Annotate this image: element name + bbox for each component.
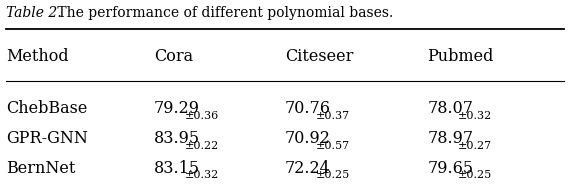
Text: 78.07: 78.07 (428, 100, 474, 117)
Text: ±0.25: ±0.25 (316, 170, 350, 180)
Text: Method: Method (6, 48, 68, 65)
Text: 70.92: 70.92 (285, 130, 331, 147)
Text: Cora: Cora (154, 48, 193, 65)
Text: ±0.22: ±0.22 (185, 141, 219, 151)
Text: Citeseer: Citeseer (285, 48, 353, 65)
Text: Pubmed: Pubmed (428, 48, 494, 65)
Text: 72.24: 72.24 (285, 160, 331, 177)
Text: ±0.27: ±0.27 (458, 141, 492, 151)
Text: GPR-GNN: GPR-GNN (6, 130, 88, 147)
Text: ChebBase: ChebBase (6, 100, 87, 117)
Text: 70.76: 70.76 (285, 100, 331, 117)
Text: Table 2.: Table 2. (6, 6, 62, 20)
Text: ±0.36: ±0.36 (185, 111, 219, 121)
Text: 78.97: 78.97 (428, 130, 474, 147)
Text: ±0.25: ±0.25 (458, 170, 492, 180)
Text: ±0.57: ±0.57 (316, 141, 350, 151)
Text: The performance of different polynomial bases.: The performance of different polynomial … (53, 6, 393, 20)
Text: ±0.32: ±0.32 (458, 111, 492, 121)
Text: 83.15: 83.15 (154, 160, 200, 177)
Text: BernNet: BernNet (6, 160, 75, 177)
Text: ±0.32: ±0.32 (185, 170, 219, 180)
Text: ±0.37: ±0.37 (316, 111, 350, 121)
Text: 79.65: 79.65 (428, 160, 474, 177)
Text: 83.95: 83.95 (154, 130, 200, 147)
Text: 79.29: 79.29 (154, 100, 200, 117)
